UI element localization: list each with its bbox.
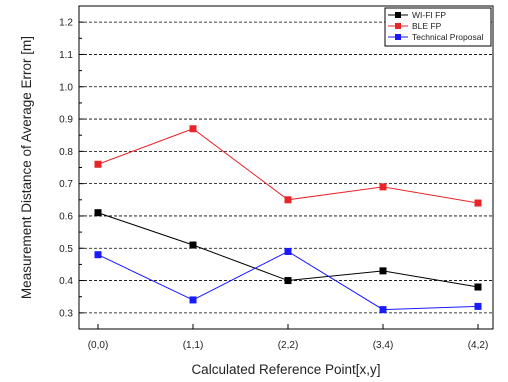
x-tick-label: (0,0): [88, 340, 109, 351]
x-axis-ticks: (0,0) (1,1) (2,2) (3,4) (4,2): [88, 324, 489, 351]
y-tick-label: 1.0: [59, 82, 73, 93]
data-point: [94, 160, 102, 168]
series-line: [97, 128, 479, 204]
series-group: [94, 125, 482, 207]
y-tick-label: 0.5: [59, 244, 73, 255]
y-tick-label: 0.4: [59, 276, 73, 287]
grid-lines: [79, 21, 493, 314]
data-point: [474, 199, 482, 207]
data-point: [94, 209, 102, 217]
legend-label: Technical Proposal: [412, 32, 483, 42]
series-group: [94, 125, 482, 314]
y-tick-label: 0.3: [59, 308, 73, 319]
y-tick-label: 1.2: [59, 18, 73, 29]
y-tick-label: 1.1: [59, 50, 73, 61]
legend-marker: [395, 23, 401, 29]
y-tick-label: 0.9: [59, 115, 73, 126]
y-tick-label: 0.6: [59, 211, 73, 222]
x-tick-label: (2,2): [278, 340, 299, 351]
data-point: [284, 196, 292, 204]
data-point: [189, 241, 197, 249]
data-point: [284, 277, 292, 285]
legend-marker: [395, 12, 401, 18]
data-point: [94, 251, 102, 259]
y-axis-label: Measurement Distance of Average Error [m…: [19, 36, 34, 299]
y-tick-label: 0.8: [59, 147, 73, 158]
x-tick-label: (1,1): [183, 340, 204, 351]
series-group: [94, 247, 482, 314]
data-point: [379, 267, 387, 275]
x-tick-label: (3,4): [373, 340, 394, 351]
data-point: [379, 306, 387, 314]
y-tick-label: 0.7: [59, 179, 73, 190]
y-axis-ticks: 0.3 0.4 0.5 0.6 0.7 0.8 0.9 1.0 1.1 1.2: [59, 18, 84, 319]
data-point: [474, 302, 482, 310]
data-point: [189, 125, 197, 133]
legend-box: [384, 7, 492, 47]
series-group: [94, 209, 482, 291]
data-point: [189, 296, 197, 304]
x-axis-label: Calculated Reference Point[x,y]: [191, 362, 380, 377]
legend-marker: [395, 34, 401, 40]
plot-frame: [78, 5, 494, 330]
data-point: [379, 183, 387, 191]
legend-label: BLE FP: [412, 21, 442, 31]
legend-label: WI-FI FP: [412, 10, 446, 20]
x-tick-label: (4,2): [468, 340, 489, 351]
data-point: [474, 283, 482, 291]
data-point: [284, 247, 292, 255]
